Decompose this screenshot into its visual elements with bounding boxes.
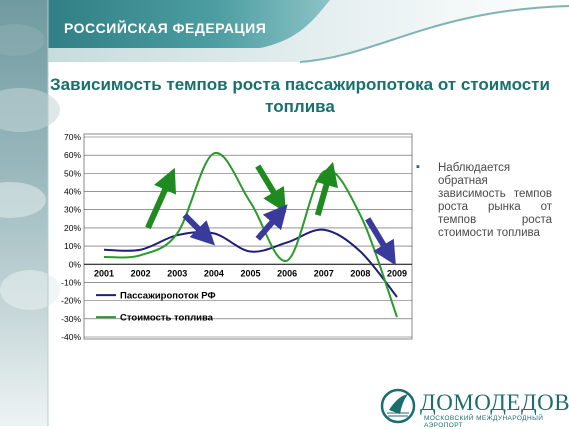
x-tick-label: 2002 — [131, 268, 151, 278]
domodedovo-logo-icon — [380, 388, 416, 424]
line-chart: 70%60%50%40%30%20%10%0%-10%-20%-30%-40% … — [61, 132, 413, 342]
slide-title: Зависимость темпов роста пассажиропотока… — [50, 75, 550, 116]
series-lines — [103, 152, 398, 318]
legend-label: Пассажиропоток РФ — [120, 291, 216, 302]
y-tick-label: -20% — [61, 296, 81, 306]
y-tick-label: -40% — [61, 332, 81, 342]
x-tick-label: 2009 — [387, 268, 407, 278]
trend-arrow — [255, 204, 288, 241]
y-tick-label: 50% — [64, 168, 81, 178]
trend-arrow — [314, 161, 338, 217]
x-tick-label: 2008 — [350, 268, 370, 278]
plot-area — [83, 133, 413, 340]
logo-name: ДОМОДЕДОВО — [420, 390, 569, 415]
trend-arrow — [255, 164, 287, 213]
bullet-text: Наблюдается обратная зависимость темпов … — [438, 162, 552, 239]
series-line-1 — [103, 152, 398, 318]
x-axis-ticks: 2001 2002 2003 2004 2005 2006 2007 2008 2009 — [94, 268, 407, 278]
series-line-0 — [103, 228, 398, 298]
y-tick-label: 70% — [64, 132, 81, 142]
x-tick-label: 2005 — [240, 268, 260, 278]
y-tick-label: -10% — [61, 277, 81, 287]
y-tick-label: 30% — [64, 205, 81, 215]
y-tick-label: -30% — [61, 314, 81, 324]
y-axis-ticks: 70% 60% 50% 40% 30% 20% 10% 0% -10% -20% -30% -40% — [61, 132, 81, 342]
x-tick-label: 2004 — [204, 268, 224, 278]
trend-arrow — [145, 167, 176, 230]
chart-legend: Пассажиропоток РФ Стоимость топлива — [96, 291, 216, 324]
y-tick-label: 10% — [64, 241, 81, 251]
x-tick-label: 2007 — [314, 268, 334, 278]
y-tick-label: 40% — [64, 187, 81, 197]
legend-label: Стоимость топлива — [120, 313, 214, 324]
y-tick-label: 0% — [69, 259, 82, 269]
y-tick-label: 60% — [64, 150, 81, 160]
y-tick-label: 20% — [64, 223, 81, 233]
trend-arrow — [365, 217, 396, 266]
trend-arrow — [182, 213, 216, 246]
trend-arrows — [145, 161, 396, 266]
x-tick-label: 2003 — [167, 268, 187, 278]
x-tick-label: 2006 — [277, 268, 297, 278]
bullet-marker: ▪ — [416, 161, 420, 173]
gridlines — [84, 136, 412, 338]
x-tick-label: 2001 — [94, 268, 114, 278]
header-title: РОССИЙСКАЯ ФЕДЕРАЦИЯ — [64, 20, 267, 36]
logo-subtitle: МОСКОВСКИЙ МЕЖДУНАРОДНЫЙ АЭРОПОРТ — [424, 415, 544, 429]
